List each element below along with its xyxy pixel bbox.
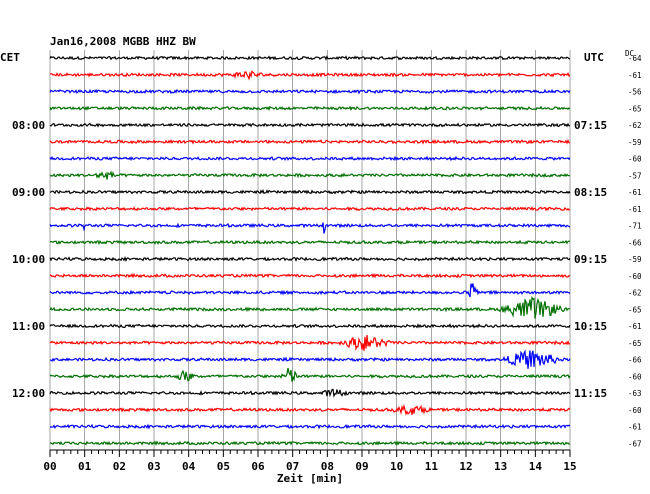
left-hour-label: 09:00 xyxy=(12,186,45,199)
dc-offset-label: -62 xyxy=(628,121,642,130)
seismic-trace xyxy=(49,272,571,279)
seismic-trace xyxy=(49,283,571,298)
dc-offset-label: -60 xyxy=(628,155,642,164)
chart-title: Jan16,2008 MGBB HHZ BW xyxy=(50,35,196,48)
dc-offset-label: -60 xyxy=(628,406,642,415)
dc-offset-label: -61 xyxy=(628,188,642,197)
right-hour-label: 07:15 xyxy=(574,119,607,132)
seismic-trace xyxy=(49,423,571,430)
x-axis-label: Zeit [min] xyxy=(277,472,343,485)
dc-offset-label: -65 xyxy=(628,305,642,314)
x-tick-label: 06 xyxy=(251,460,265,473)
x-tick-label: 07 xyxy=(286,460,299,473)
left-hour-label: 11:00 xyxy=(12,320,45,333)
dc-offset-label: -59 xyxy=(628,255,642,264)
dc-offset-label: -62 xyxy=(628,289,642,298)
dc-offset-label: -60 xyxy=(628,372,642,381)
dc-offset-label: -61 xyxy=(628,205,642,214)
dc-offset-label: -61 xyxy=(628,423,642,432)
seismic-trace xyxy=(49,222,571,234)
seismic-trace xyxy=(49,349,571,369)
seismic-trace xyxy=(49,105,571,112)
dc-offset-label: -67 xyxy=(628,439,642,448)
dc-offset-label: -61 xyxy=(628,71,642,80)
right-hour-label: 09:15 xyxy=(574,253,607,266)
x-tick-label: 04 xyxy=(182,460,196,473)
seismic-trace xyxy=(49,170,571,180)
seismic-trace xyxy=(49,70,571,81)
dc-offset-label: -63 xyxy=(628,389,642,398)
seismic-trace xyxy=(49,388,571,398)
x-tick-label: 11 xyxy=(425,460,439,473)
x-tick-label: 03 xyxy=(147,460,160,473)
left-hour-label: 10:00 xyxy=(12,253,45,266)
seismic-trace xyxy=(49,188,571,195)
dc-offset-label: -57 xyxy=(628,171,642,180)
seismic-trace xyxy=(49,440,571,447)
left-timezone-label: CET xyxy=(0,51,20,64)
left-hour-label: 12:00 xyxy=(12,387,45,400)
right-timezone-label: UTC xyxy=(584,51,604,64)
dc-offset-label: -59 xyxy=(628,138,642,147)
x-tick-label: 05 xyxy=(217,460,230,473)
right-hour-label: 08:15 xyxy=(574,186,607,199)
seismic-trace xyxy=(49,206,571,212)
seismic-trace xyxy=(49,122,570,128)
dc-offset-label: -71 xyxy=(628,222,642,231)
x-tick-label: 10 xyxy=(390,460,403,473)
seismic-trace xyxy=(49,367,571,382)
dc-offset-label: -66 xyxy=(628,238,642,247)
dc-offset-label: -64 xyxy=(628,54,642,63)
dc-offset-label: -65 xyxy=(628,339,642,348)
seismic-trace xyxy=(49,155,571,162)
x-tick-label: 02 xyxy=(113,460,126,473)
dc-offset-label: -65 xyxy=(628,104,642,113)
seismic-trace xyxy=(49,54,571,61)
seismic-trace xyxy=(49,323,571,329)
x-tick-label: 14 xyxy=(529,460,543,473)
seismic-trace xyxy=(49,138,571,145)
right-hour-label: 10:15 xyxy=(574,320,607,333)
x-tick-label: 09 xyxy=(355,460,368,473)
x-tick-label: 00 xyxy=(43,460,56,473)
dc-offset-label: -60 xyxy=(628,272,642,281)
dc-header: DC xyxy=(625,49,634,58)
seismic-trace xyxy=(49,256,571,263)
left-hour-label: 08:00 xyxy=(12,119,45,132)
right-hour-label: 11:15 xyxy=(574,387,607,400)
seismic-trace xyxy=(49,295,571,319)
x-tick-label: 01 xyxy=(78,460,92,473)
x-tick-label: 15 xyxy=(563,460,576,473)
seismic-trace xyxy=(49,334,571,351)
dc-offset-label: -61 xyxy=(628,322,642,331)
seismic-trace xyxy=(49,403,571,416)
dc-offset-label: -66 xyxy=(628,356,642,365)
x-tick-label: 12 xyxy=(459,460,472,473)
x-tick-label: 08 xyxy=(321,460,334,473)
x-tick-label: 13 xyxy=(494,460,507,473)
seismic-trace xyxy=(49,239,571,246)
dc-offset-label: -56 xyxy=(628,88,642,97)
seismic-trace xyxy=(49,88,571,95)
